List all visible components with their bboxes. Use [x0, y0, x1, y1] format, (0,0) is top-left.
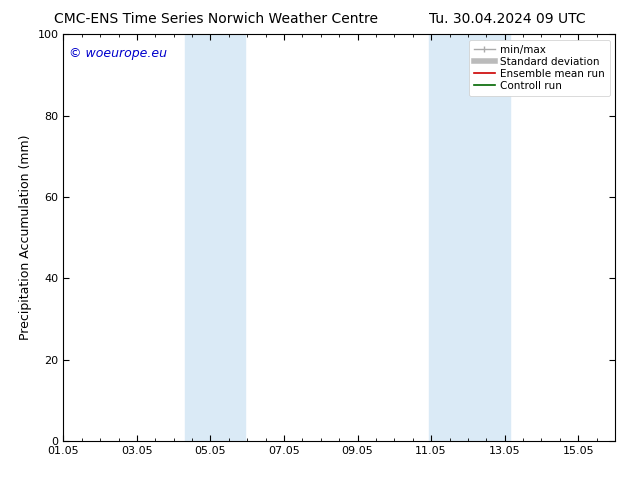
- Y-axis label: Precipitation Accumulation (mm): Precipitation Accumulation (mm): [19, 135, 32, 341]
- Text: Tu. 30.04.2024 09 UTC: Tu. 30.04.2024 09 UTC: [429, 12, 586, 26]
- Bar: [184, 34, 245, 441]
- Text: CMC-ENS Time Series Norwich Weather Centre: CMC-ENS Time Series Norwich Weather Cent…: [53, 12, 378, 26]
- Text: © woeurope.eu: © woeurope.eu: [69, 47, 167, 59]
- Legend: min/max, Standard deviation, Ensemble mean run, Controll run: min/max, Standard deviation, Ensemble me…: [469, 40, 610, 96]
- Bar: [429, 34, 510, 441]
